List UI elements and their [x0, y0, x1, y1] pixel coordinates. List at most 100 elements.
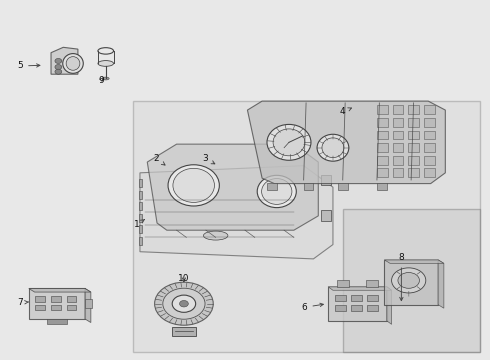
Ellipse shape [98, 60, 114, 66]
Text: 1: 1 [134, 220, 145, 229]
Bar [335, 305, 346, 311]
Bar [377, 156, 388, 165]
Bar [139, 191, 142, 199]
Bar [424, 118, 435, 127]
Circle shape [55, 69, 62, 74]
Bar [133, 101, 480, 352]
Text: 10: 10 [178, 274, 190, 283]
Bar [35, 296, 45, 302]
Ellipse shape [273, 129, 305, 156]
Text: 5: 5 [17, 62, 40, 71]
Bar [377, 143, 388, 152]
Bar [366, 279, 378, 287]
Bar [335, 295, 346, 301]
Ellipse shape [322, 138, 344, 158]
Bar [139, 202, 142, 210]
Text: 9: 9 [98, 76, 104, 85]
Bar [408, 156, 419, 165]
Bar [321, 175, 331, 185]
Ellipse shape [173, 168, 215, 202]
Text: 3: 3 [202, 154, 215, 164]
Ellipse shape [168, 165, 220, 206]
Bar [408, 168, 419, 177]
Bar [267, 183, 277, 190]
Bar [408, 131, 419, 139]
Bar [377, 168, 388, 177]
Bar [424, 168, 435, 177]
Polygon shape [247, 101, 445, 184]
Bar [343, 209, 480, 352]
Bar [424, 105, 435, 114]
Bar [424, 131, 435, 139]
Ellipse shape [262, 179, 292, 204]
Polygon shape [384, 260, 444, 264]
Bar [338, 183, 347, 190]
Polygon shape [147, 144, 318, 230]
Bar [367, 305, 377, 311]
Bar [139, 225, 142, 233]
Text: 4: 4 [340, 107, 351, 116]
Bar [384, 260, 438, 305]
Polygon shape [51, 47, 78, 74]
Circle shape [55, 58, 62, 63]
Text: 7: 7 [17, 298, 29, 307]
Polygon shape [387, 287, 392, 324]
Bar [321, 211, 331, 221]
Bar [408, 105, 419, 114]
Bar [328, 287, 387, 321]
Polygon shape [140, 166, 333, 259]
Bar [29, 288, 85, 319]
Bar [351, 305, 362, 311]
Ellipse shape [63, 54, 83, 73]
Circle shape [155, 282, 213, 325]
Circle shape [163, 288, 205, 319]
Bar [139, 214, 142, 222]
Bar [392, 131, 403, 139]
Text: 8: 8 [398, 253, 404, 301]
Bar [392, 168, 403, 177]
Ellipse shape [98, 48, 114, 54]
Polygon shape [438, 260, 444, 308]
Ellipse shape [203, 231, 228, 240]
Ellipse shape [317, 134, 349, 161]
Bar [67, 305, 76, 310]
Text: |: | [408, 290, 410, 296]
Text: 2: 2 [153, 154, 165, 165]
Bar [172, 327, 196, 336]
Bar [367, 295, 377, 301]
Bar [392, 105, 403, 114]
Text: 6: 6 [302, 303, 323, 312]
Bar [377, 118, 388, 127]
Bar [51, 296, 61, 302]
Bar [392, 156, 403, 165]
Ellipse shape [257, 175, 296, 208]
Polygon shape [29, 288, 91, 292]
Polygon shape [85, 288, 91, 323]
Polygon shape [328, 287, 392, 290]
Bar [424, 143, 435, 152]
Bar [392, 143, 403, 152]
Bar [337, 279, 348, 287]
Bar [304, 183, 314, 190]
Circle shape [55, 64, 62, 69]
Bar [408, 143, 419, 152]
Bar [139, 237, 142, 244]
Bar [392, 118, 403, 127]
Bar [35, 305, 45, 310]
Bar [67, 296, 76, 302]
Bar [47, 319, 67, 324]
Circle shape [179, 301, 188, 307]
Bar [408, 118, 419, 127]
Ellipse shape [66, 57, 80, 70]
Bar [377, 183, 387, 190]
Circle shape [172, 295, 196, 312]
Circle shape [398, 273, 419, 288]
Bar [85, 299, 92, 308]
Ellipse shape [267, 125, 311, 160]
Bar [351, 295, 362, 301]
Bar [377, 105, 388, 114]
Bar [424, 156, 435, 165]
Bar [139, 179, 142, 187]
Bar [51, 305, 61, 310]
Ellipse shape [102, 77, 109, 80]
